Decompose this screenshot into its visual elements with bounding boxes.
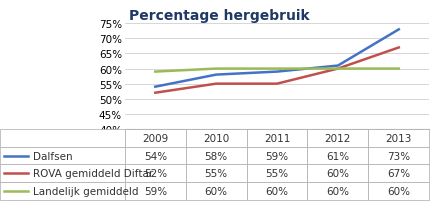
- Text: 2011: 2011: [264, 133, 290, 143]
- Text: 55%: 55%: [205, 168, 228, 178]
- Bar: [307, 147, 368, 165]
- Bar: [125, 147, 186, 165]
- Text: 2012: 2012: [325, 133, 351, 143]
- Text: 60%: 60%: [387, 186, 410, 196]
- Text: 2013: 2013: [385, 133, 412, 143]
- Text: 58%: 58%: [205, 151, 228, 161]
- Bar: [307, 129, 368, 147]
- Text: Landelijk gemiddeld: Landelijk gemiddeld: [33, 186, 138, 196]
- Bar: [0, 165, 125, 182]
- Text: 60%: 60%: [265, 186, 289, 196]
- Text: 54%: 54%: [144, 151, 167, 161]
- Bar: [307, 182, 368, 200]
- Bar: [247, 165, 307, 182]
- Text: 67%: 67%: [387, 168, 410, 178]
- Text: 59%: 59%: [144, 186, 167, 196]
- Text: 55%: 55%: [265, 168, 289, 178]
- Text: 2009: 2009: [142, 133, 168, 143]
- Bar: [247, 147, 307, 165]
- Text: 73%: 73%: [387, 151, 410, 161]
- Text: Dalfsen: Dalfsen: [33, 151, 72, 161]
- Text: ROVA gemiddeld Diftar: ROVA gemiddeld Diftar: [33, 168, 153, 178]
- Bar: [186, 165, 247, 182]
- Bar: [247, 129, 307, 147]
- Bar: [247, 182, 307, 200]
- Bar: [186, 182, 247, 200]
- Bar: [0, 129, 125, 147]
- Text: Percentage hergebruik: Percentage hergebruik: [129, 9, 309, 23]
- Text: 2010: 2010: [203, 133, 229, 143]
- Text: 52%: 52%: [144, 168, 167, 178]
- Text: 60%: 60%: [326, 186, 350, 196]
- Bar: [368, 182, 429, 200]
- Bar: [0, 182, 125, 200]
- Text: 61%: 61%: [326, 151, 350, 161]
- Bar: [125, 182, 186, 200]
- Bar: [368, 129, 429, 147]
- Bar: [0, 147, 125, 165]
- Bar: [186, 129, 247, 147]
- Text: 59%: 59%: [265, 151, 289, 161]
- Bar: [125, 129, 186, 147]
- Bar: [368, 165, 429, 182]
- Bar: [125, 165, 186, 182]
- Text: 60%: 60%: [205, 186, 228, 196]
- Text: 60%: 60%: [326, 168, 350, 178]
- Bar: [186, 147, 247, 165]
- Bar: [368, 147, 429, 165]
- Bar: [307, 165, 368, 182]
